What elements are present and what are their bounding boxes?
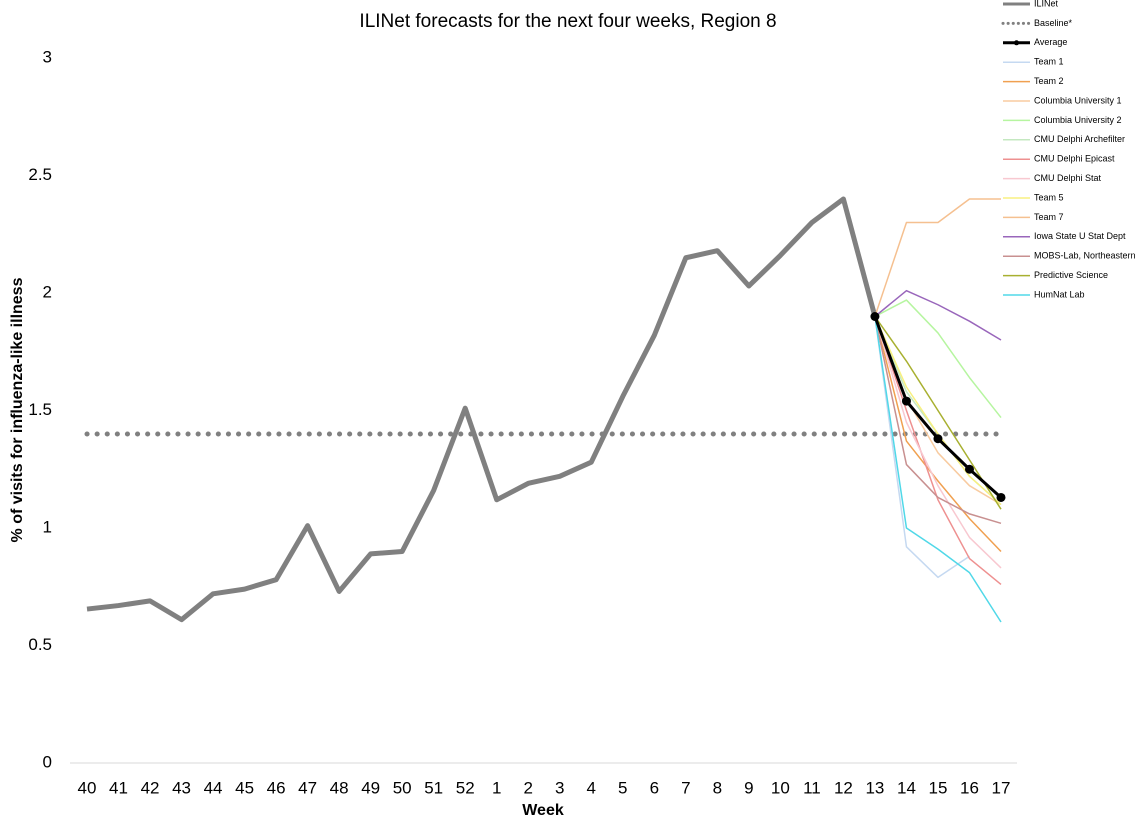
series-marker: [933, 434, 943, 444]
x-tick-label: 13: [865, 778, 884, 797]
series-marker: [996, 492, 1006, 502]
y-tick-label: 1.5: [28, 400, 52, 419]
x-tick-label: 7: [681, 778, 690, 797]
chart-title: ILINet forecasts for the next four weeks…: [359, 11, 776, 32]
series-line: [874, 316, 1002, 510]
legend-label: CMU Delphi Epicast: [1034, 154, 1115, 164]
series-line: [874, 316, 1002, 623]
legend-label: Baseline*: [1034, 18, 1073, 28]
legend-marker: [1014, 40, 1019, 46]
x-tick-label: 15: [929, 778, 948, 797]
y-tick-label: 0.5: [28, 635, 52, 654]
series-line: [874, 316, 1002, 585]
series-line: [874, 299, 1002, 419]
x-tick-label: 49: [361, 778, 380, 797]
x-tick-label: 46: [267, 778, 286, 797]
x-tick-label: 11: [803, 778, 821, 797]
x-tick-label: 51: [424, 778, 443, 797]
legend-label: Team 5: [1034, 192, 1064, 202]
y-tick-label: 3: [43, 47, 52, 66]
x-tick-label: 44: [204, 778, 223, 797]
x-tick-label: 16: [960, 778, 979, 797]
series-marker: [964, 464, 974, 474]
x-tick-label: 47: [298, 778, 317, 797]
y-tick-label: 0: [43, 752, 52, 771]
series-line: [874, 316, 1002, 525]
x-tick-label: 14: [897, 778, 916, 797]
series-line: [874, 316, 970, 579]
x-tick-label: 10: [771, 778, 790, 797]
x-tick-label: 2: [524, 778, 533, 797]
legend-label: ILINet: [1034, 0, 1059, 8]
y-tick-label: 2: [43, 282, 52, 301]
legend-label: Team 7: [1034, 212, 1064, 222]
series-line: [874, 289, 1002, 341]
x-tick-label: 50: [393, 778, 412, 797]
series-marker: [870, 312, 880, 321]
legend-label: Predictive Science: [1034, 270, 1108, 280]
x-tick-label: 8: [713, 778, 722, 797]
legend-label: Team 1: [1034, 57, 1064, 67]
x-tick-label: 1: [492, 778, 501, 797]
x-tick-label: 48: [330, 778, 349, 797]
x-tick-label: 17: [992, 778, 1011, 797]
y-tick-label: 1: [43, 517, 52, 536]
x-tick-label: 6: [650, 778, 659, 797]
legend-label: Iowa State U Stat Dept: [1034, 231, 1126, 241]
x-tick-label: 52: [456, 778, 475, 797]
series-line: [86, 196, 878, 623]
x-tick-label: 3: [555, 778, 564, 797]
x-tick-label: 42: [141, 778, 160, 797]
x-tick-label: 40: [78, 778, 97, 797]
x-tick-label: 43: [172, 778, 191, 797]
y-axis-label: % of visits for influenza-like illness: [9, 277, 26, 542]
legend-label: HumNat Lab: [1034, 289, 1085, 299]
x-tick-label: 12: [834, 778, 853, 797]
legend-label: CMU Delphi Archefilter: [1034, 134, 1125, 144]
series-line: [874, 316, 1002, 569]
x-axis-label: Week: [522, 802, 564, 819]
legend-label: Columbia University 1: [1034, 95, 1122, 105]
x-tick-label: 45: [235, 778, 254, 797]
y-tick-label: 2.5: [28, 165, 52, 184]
legend-label: CMU Delphi Stat: [1034, 173, 1102, 183]
x-tick-label: 41: [109, 778, 128, 797]
legend-label: MOBS-Lab, Northeastern: [1034, 251, 1136, 261]
x-tick-label: 5: [618, 778, 627, 797]
series-line: [874, 316, 1002, 506]
series-line: [874, 316, 1002, 553]
legend-label: Team 2: [1034, 76, 1064, 86]
legend-label: Columbia University 2: [1034, 115, 1122, 125]
series-line: [874, 198, 1001, 317]
legend-label: Average: [1034, 37, 1067, 47]
x-tick-label: 9: [744, 778, 753, 797]
x-tick-label: 4: [587, 778, 596, 797]
series-marker: [901, 396, 911, 406]
